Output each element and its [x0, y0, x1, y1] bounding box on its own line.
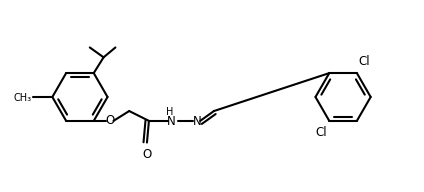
Text: H: H — [166, 107, 173, 117]
Text: N: N — [193, 115, 201, 128]
Text: O: O — [105, 114, 114, 127]
Text: CH₃: CH₃ — [14, 93, 32, 103]
Text: Cl: Cl — [359, 55, 371, 68]
Text: O: O — [142, 148, 151, 161]
Text: N: N — [167, 115, 176, 128]
Text: Cl: Cl — [316, 126, 327, 139]
